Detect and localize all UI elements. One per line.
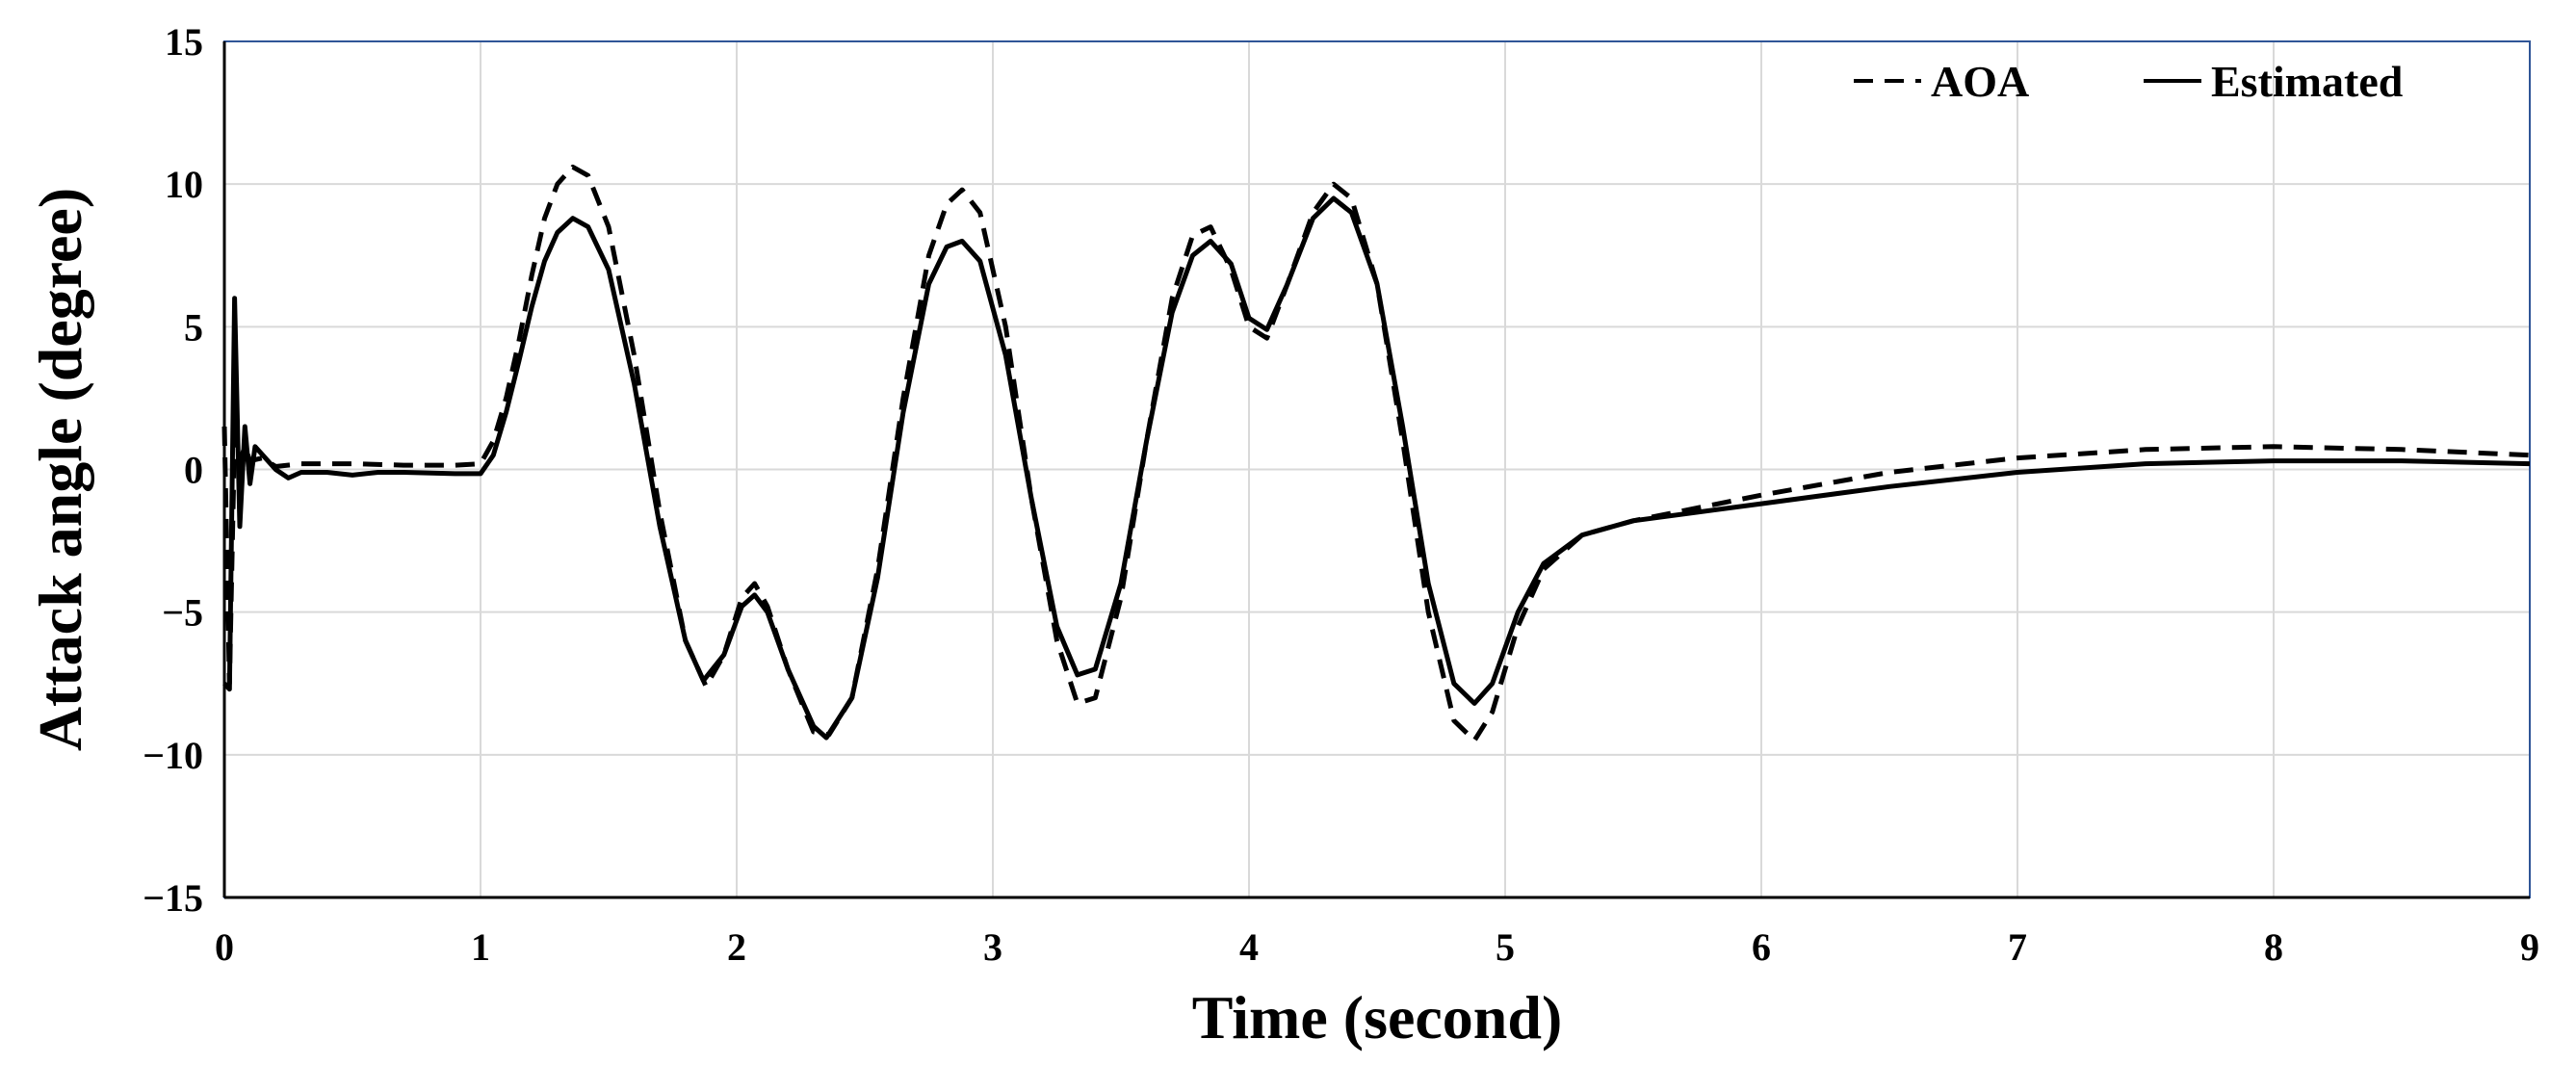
y-tick-label: 15 bbox=[165, 20, 203, 64]
x-tick-label: 9 bbox=[2520, 925, 2539, 969]
x-tick-label: 5 bbox=[1496, 925, 1515, 969]
legend: AOA Estimated bbox=[1854, 57, 2404, 106]
series-line-aoa bbox=[221, 164, 2531, 743]
x-tick-label: 0 bbox=[215, 925, 234, 969]
y-tick-label: 0 bbox=[184, 449, 203, 492]
gridlines bbox=[224, 40, 2531, 897]
y-axis-title: Attack angle (degree) bbox=[26, 188, 94, 751]
x-tick-label: 4 bbox=[1239, 925, 1259, 969]
legend-label-aoa: AOA bbox=[1931, 57, 2029, 106]
y-tick-label: 5 bbox=[184, 305, 203, 349]
x-tick-label: 7 bbox=[2008, 925, 2027, 969]
x-axis-title: Time (second) bbox=[1192, 983, 1563, 1052]
x-tick-label: 8 bbox=[2264, 925, 2283, 969]
y-tick-labels: −15 −10 −5 0 5 10 15 bbox=[143, 20, 203, 920]
x-tick-label: 1 bbox=[471, 925, 490, 969]
series-layer bbox=[221, 164, 2531, 743]
x-tick-labels: 0 1 2 3 4 5 6 7 8 9 bbox=[215, 925, 2539, 969]
x-tick-label: 2 bbox=[727, 925, 746, 969]
y-tick-label: 10 bbox=[165, 163, 203, 206]
y-tick-label: −15 bbox=[143, 876, 203, 920]
y-tick-label: −5 bbox=[162, 591, 203, 635]
x-tick-label: 3 bbox=[983, 925, 1002, 969]
legend-label-estimated: Estimated bbox=[2211, 57, 2404, 106]
series-line-estimated bbox=[222, 195, 2531, 740]
x-tick-label: 6 bbox=[1752, 925, 1771, 969]
y-tick-label: −10 bbox=[143, 734, 203, 777]
